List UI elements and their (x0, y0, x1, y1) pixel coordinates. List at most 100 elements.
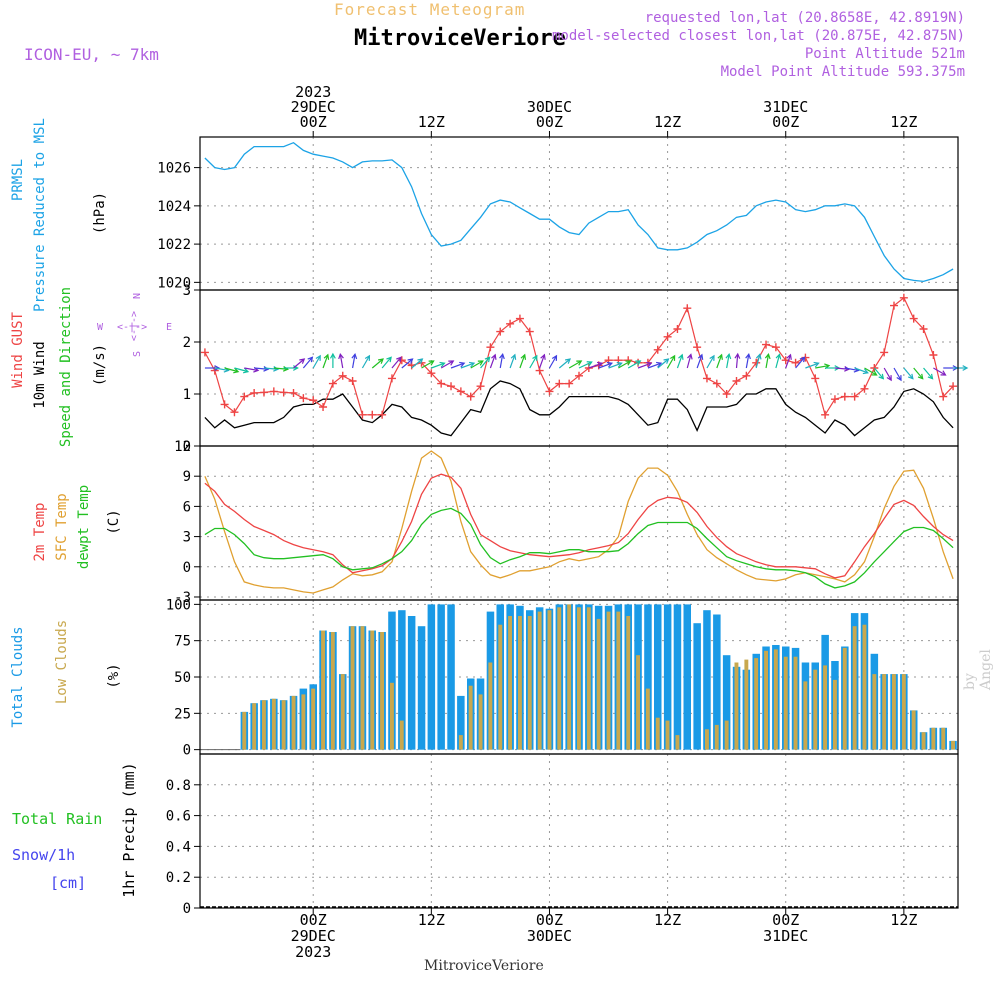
precip-ytick-label: 0.4 (166, 839, 191, 855)
top-time-label: 30DEC (527, 98, 572, 116)
wind-direction-arrowhead (635, 360, 642, 366)
low-cloud-bar (852, 626, 857, 750)
wind-direction-arrow (371, 358, 384, 369)
sfc-temp-line (204, 450, 954, 594)
top-time-label: 12Z (890, 113, 917, 131)
bottom-time-label: 2023 (295, 943, 331, 961)
low-cloud-bar (793, 656, 798, 750)
gust-marker (338, 371, 347, 380)
wind-direction-arrowhead (510, 353, 517, 360)
gust-marker (939, 392, 948, 401)
wind-ytick-label: 2 (183, 335, 191, 351)
low-cloud-bar (527, 616, 532, 750)
wind-direction-arrow (263, 367, 278, 370)
precip-unit: 1hr Precip (mm) (120, 762, 138, 897)
total-cloud-bar (398, 610, 406, 750)
snow-label: Snow/1h (12, 846, 75, 864)
clouds-ytick-label: 0 (183, 743, 191, 759)
wind-direction-arrowhead (242, 367, 250, 374)
wind-direction-arrow (913, 367, 924, 380)
total-clouds-label: Total Clouds (10, 626, 26, 727)
low-cloud-bar (567, 604, 572, 750)
gust-marker (899, 293, 908, 302)
low-cloud-bar (537, 611, 542, 750)
wind-direction-arrowhead (907, 373, 914, 380)
low-cloud-bar (655, 717, 660, 750)
total-cloud-bar (663, 604, 672, 750)
wind-ytick-label: 3 (183, 283, 191, 299)
wind-direction-arrow (339, 354, 344, 369)
gust-marker (427, 369, 436, 378)
wind-direction-arrow (618, 360, 631, 369)
low-cloud-bar (911, 710, 916, 750)
wind-direction-arrow (568, 360, 582, 369)
wind-direction-arrowhead (364, 354, 371, 361)
wind-direction-arrow (361, 355, 370, 369)
low-cloud-bar (892, 674, 896, 750)
wind-direction-arrowhead (786, 353, 792, 360)
wind-direction-arrow (440, 360, 454, 369)
low-cloud-bar (941, 727, 946, 750)
gust-marker (840, 392, 849, 401)
wind-direction-arrow (499, 354, 504, 369)
wind-direction-arrowhead (307, 356, 314, 363)
gust-marker (929, 351, 938, 359)
precip-ytick-label: 0 (183, 901, 191, 917)
low-cloud-bar (665, 720, 670, 750)
total-cloud-bar (713, 614, 721, 750)
wind-direction-arrow (726, 354, 730, 369)
gust-marker (653, 345, 662, 354)
top-time-label: 00Z (536, 113, 563, 131)
model-point-altitude: Model Point Altitude 593.375m (720, 64, 965, 80)
wind-direction-arrow (696, 354, 703, 369)
gust-marker (496, 327, 505, 336)
low-cloud-bar (586, 607, 591, 750)
temp-ytick-label: -3 (174, 590, 191, 606)
wind-direction-arrow (627, 360, 641, 369)
gust-marker (289, 388, 298, 397)
gust-marker (949, 382, 958, 391)
top-time-label: 2023 (295, 83, 331, 101)
gust-marker (466, 392, 475, 401)
low-cloud-bar (783, 656, 788, 750)
wind-direction-arrowhead (606, 361, 614, 368)
low-cloud-bar (636, 655, 640, 750)
gust-marker (348, 377, 357, 385)
top-time-label: 12Z (654, 113, 681, 131)
gust-marker (830, 395, 839, 404)
wind-direction-arrowhead (329, 352, 336, 359)
gust-marker (328, 379, 337, 388)
wind-direction-arrow (745, 354, 750, 369)
wind-ytick-label: 0 (183, 439, 191, 455)
gust-marker (673, 325, 682, 333)
low-cloud-bar (872, 674, 877, 750)
wind-direction-arrow (558, 358, 571, 369)
gust-marker (230, 408, 239, 417)
model-label: ICON-EU, ~ 7km (24, 45, 159, 64)
wind-direction-arrowhead (338, 352, 344, 360)
bottom-time-label: 12Z (890, 911, 917, 929)
wind-direction-arrow (381, 356, 392, 369)
wind-direction-arrow (450, 362, 465, 369)
gust-marker (387, 374, 396, 383)
wind-direction-arrowhead (886, 375, 892, 382)
gust-marker (200, 348, 209, 357)
low-cloud-bar (616, 611, 621, 750)
wind-direction-arrowhead (813, 361, 820, 368)
clouds-ytick-label: 25 (174, 706, 191, 722)
wind-direction-arrowhead (697, 353, 704, 360)
low-cloud-bar (498, 624, 503, 750)
low-cloud-bar (291, 695, 296, 750)
subtitle: Forecast Meteogram (334, 0, 526, 19)
wind-direction-arrowhead (540, 353, 546, 360)
gust-marker (880, 348, 889, 357)
low-cloud-bar (508, 616, 512, 750)
gust-marker (555, 379, 564, 388)
wind-direction-arrowhead (263, 365, 270, 372)
wind-direction-arrow (480, 356, 491, 369)
wind-direction-arrowhead (896, 375, 902, 382)
wind-direction-arrow (765, 354, 770, 369)
bottom-time-label: 00Z (772, 911, 799, 929)
wind-direction-arrow (460, 362, 475, 369)
gust-marker (506, 319, 515, 328)
